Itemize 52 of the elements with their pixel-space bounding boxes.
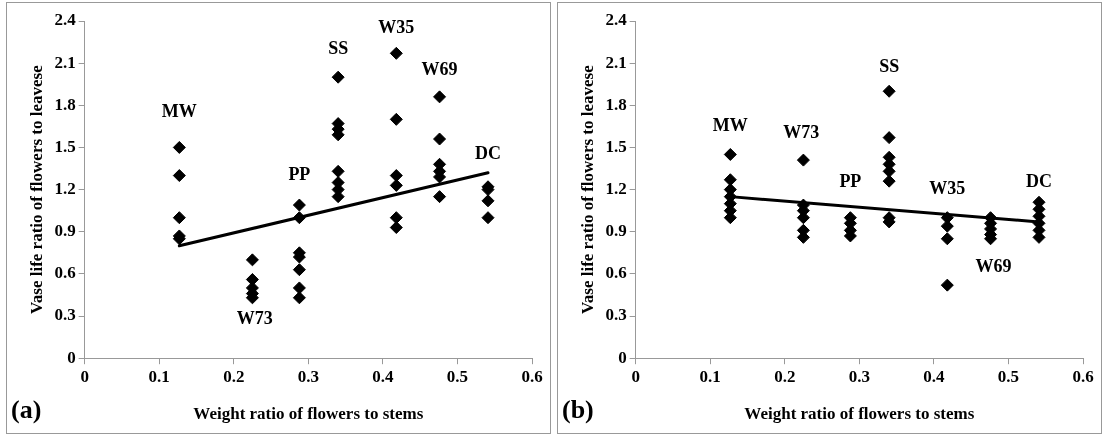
x-tick-label: 0.4 <box>372 366 395 386</box>
x-tick-label: 0.2 <box>774 366 796 386</box>
x-tick-label: 0.5 <box>446 366 469 386</box>
annotation: MW <box>161 100 197 121</box>
y-tick-label: 0.6 <box>605 263 627 283</box>
annotation: PP <box>288 164 311 185</box>
y-tick-label: 0.3 <box>605 305 627 325</box>
annotation: W73 <box>783 122 820 143</box>
x-axis-title: Weight ratio of flowers to stems <box>193 404 424 424</box>
annotation: W35 <box>378 16 415 37</box>
x-tick-label: 0.6 <box>521 366 543 386</box>
y-tick-label: 0.6 <box>54 263 76 283</box>
text: (a) <box>11 394 42 424</box>
annotation: W35 <box>929 178 966 199</box>
annotation: MW <box>712 115 748 136</box>
annotation: W73 <box>236 307 273 328</box>
annotation: PP <box>839 171 862 192</box>
annotation: W69 <box>975 255 1012 276</box>
x-tick-label: 0.1 <box>148 366 170 386</box>
annotation: W69 <box>421 58 458 79</box>
x-tick-label: 0.4 <box>923 366 946 386</box>
y-tick-label: 0.9 <box>605 221 627 241</box>
x-tick-label: 0.3 <box>297 366 319 386</box>
x-tick-label: 0.2 <box>223 366 245 386</box>
y-tick-label: 0.9 <box>54 221 76 241</box>
y-axis-title: Vase life ratio of flowers to leavese <box>26 64 46 314</box>
x-tick-label: 0 <box>80 366 89 386</box>
y-tick-label: 1.5 <box>605 136 627 156</box>
x-tick-label: 0.5 <box>997 366 1020 386</box>
y-tick-label: 1.8 <box>54 94 76 114</box>
y-tick-label: 2.1 <box>605 52 627 72</box>
annotation: SS <box>879 56 900 77</box>
y-tick-label: 0.3 <box>54 305 76 325</box>
y-tick-label: 0 <box>618 347 627 367</box>
y-tick-label: 1.5 <box>54 136 76 156</box>
text: (b) <box>562 394 594 424</box>
y-tick-label: 1.2 <box>54 178 76 198</box>
x-tick-label: 0 <box>631 366 640 386</box>
y-tick-label: 2.1 <box>54 52 76 72</box>
y-tick-label: 0 <box>67 347 76 367</box>
annotation: DC <box>1026 171 1053 192</box>
x-tick-label: 0.1 <box>699 366 721 386</box>
y-axis-title: Vase life ratio of flowers to leavese <box>577 64 597 314</box>
y-tick-label: 1.2 <box>605 178 627 198</box>
x-tick-label: 0.6 <box>1072 366 1094 386</box>
x-tick-label: 0.3 <box>848 366 870 386</box>
annotation: DC <box>475 143 502 164</box>
annotation: SS <box>328 37 349 58</box>
y-tick-label: 2.4 <box>605 10 628 30</box>
x-axis-title: Weight ratio of flowers to stems <box>744 404 975 424</box>
y-tick-label: 2.4 <box>54 10 77 30</box>
y-tick-label: 1.8 <box>605 94 627 114</box>
